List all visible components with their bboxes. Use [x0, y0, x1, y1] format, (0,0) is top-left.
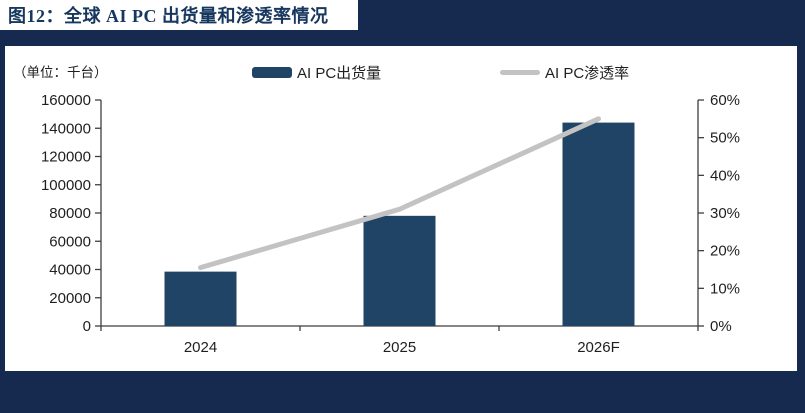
bar-2026F	[562, 122, 635, 326]
legend-label-penetration: AI PC渗透率	[545, 64, 630, 82]
axis-unit-label: （单位：千台）	[13, 65, 108, 80]
bar-2025	[363, 215, 436, 326]
y-axis-left-tick-label: 0	[83, 318, 91, 335]
x-axis-category-label: 2025	[383, 339, 416, 356]
legend-item-shipments: AI PC出货量	[252, 62, 381, 82]
y-axis-right-tick-label: 10%	[710, 280, 740, 297]
figure-title-cell: 图12：全球 AI PC 出货量和渗透率情况	[0, 0, 358, 30]
y-axis-right-tick-label: 50%	[710, 130, 740, 147]
figure-footer-band	[0, 371, 805, 413]
left-border-strip	[0, 46, 5, 371]
legend-item-penetration: AI PC渗透率	[500, 62, 629, 82]
y-axis-left-tick-label: 60000	[49, 233, 91, 250]
legend-label-shipments: AI PC出货量	[297, 64, 382, 82]
y-axis-left-tick-label: 160000	[41, 92, 91, 109]
y-axis-left-tick-label: 80000	[49, 205, 91, 222]
figure-title: 图12：全球 AI PC 出货量和渗透率情况	[8, 6, 329, 26]
y-axis-left-tick-label: 20000	[49, 290, 91, 307]
bar-2024	[164, 271, 237, 326]
figure-header-band: 图12：全球 AI PC 出货量和渗透率情况	[0, 0, 805, 46]
y-axis-right-tick-label: 40%	[710, 167, 740, 184]
legend-bar-swatch	[252, 66, 292, 78]
y-axis-left-tick-label: 120000	[41, 149, 91, 166]
y-axis-left-tick-label: 40000	[49, 262, 91, 279]
y-axis-right-tick-label: 20%	[710, 243, 740, 260]
x-axis-category-label: 2026F	[577, 339, 620, 356]
y-axis-right-tick-label: 60%	[710, 92, 740, 109]
right-border-strip	[797, 46, 805, 371]
legend-line-swatch	[500, 69, 540, 75]
y-axis-right-tick-label: 0%	[710, 318, 732, 335]
y-axis-left-tick-label: 100000	[41, 177, 91, 194]
y-axis-right-tick-label: 30%	[710, 205, 740, 222]
x-axis-category-label: 2024	[184, 339, 217, 356]
y-axis-left-tick-label: 140000	[41, 120, 91, 137]
penetration-line	[198, 116, 601, 271]
